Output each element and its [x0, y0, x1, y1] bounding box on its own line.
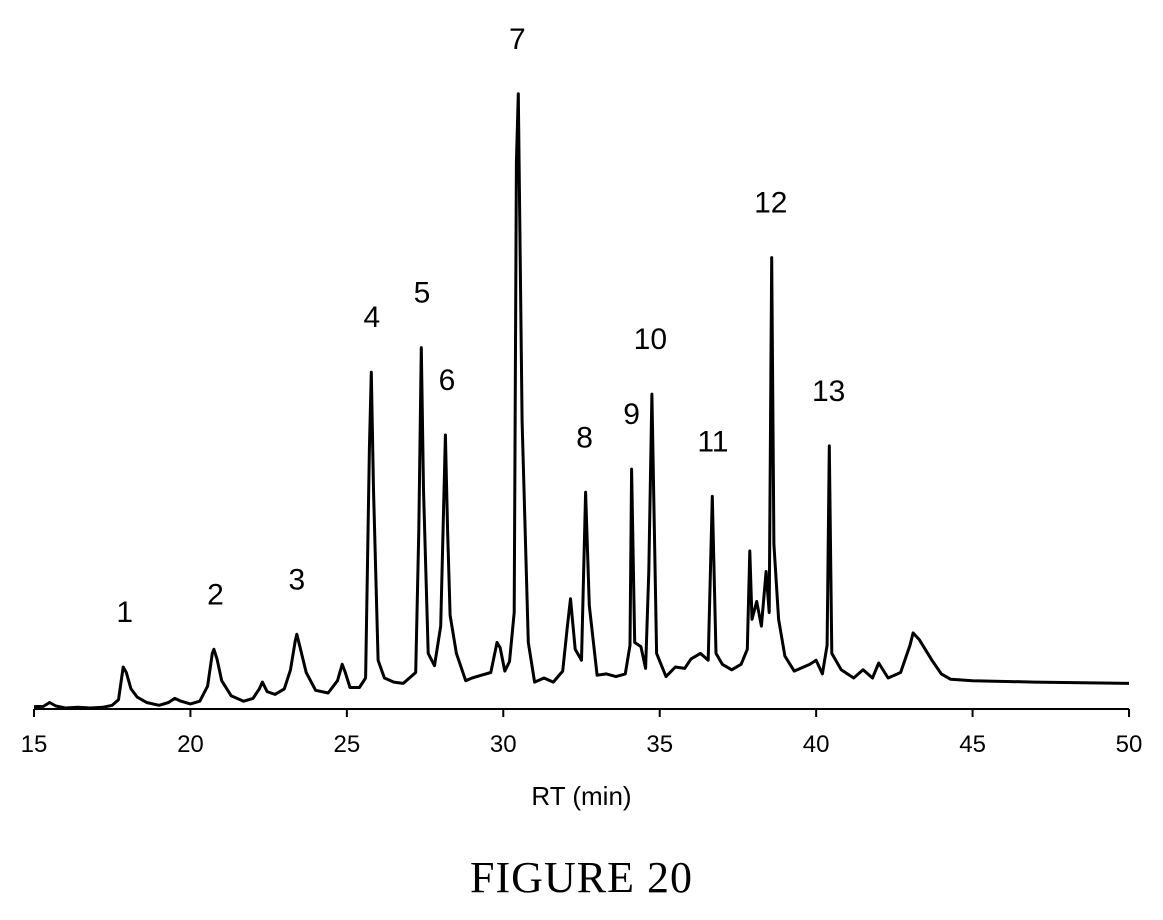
peak-label: 6 — [439, 364, 456, 397]
plot-area — [33, 92, 1130, 710]
x-tick-label: 50 — [1116, 731, 1143, 758]
x-tick-label: 45 — [959, 731, 986, 758]
peak-label: 8 — [576, 421, 593, 454]
peak-label: 12 — [754, 187, 787, 220]
peak-label: 13 — [812, 375, 845, 408]
peak-label: 1 — [116, 596, 133, 629]
x-tick-label: 25 — [334, 731, 361, 758]
chromatogram-trace — [33, 92, 1130, 710]
x-axis-ticks: 15 20 25 30 35 40 45 50 — [21, 709, 1143, 758]
peak-label: 2 — [207, 578, 224, 611]
x-tick-label: 15 — [21, 731, 48, 758]
x-tick-label: 35 — [646, 731, 673, 758]
x-tick-label: 20 — [177, 731, 204, 758]
figure-caption: FIGURE 20 — [470, 853, 693, 902]
peak-label: 5 — [414, 277, 431, 310]
peak-label: 10 — [634, 323, 667, 356]
peak-label: 3 — [288, 563, 305, 596]
peak-label: 7 — [509, 23, 526, 56]
x-tick-label: 40 — [803, 731, 830, 758]
peak-label: 11 — [697, 425, 728, 458]
peak-label: 4 — [364, 301, 381, 334]
x-axis-title: RT (min) — [531, 781, 631, 811]
peak-label: 9 — [623, 398, 640, 431]
x-tick-label: 30 — [490, 731, 517, 758]
